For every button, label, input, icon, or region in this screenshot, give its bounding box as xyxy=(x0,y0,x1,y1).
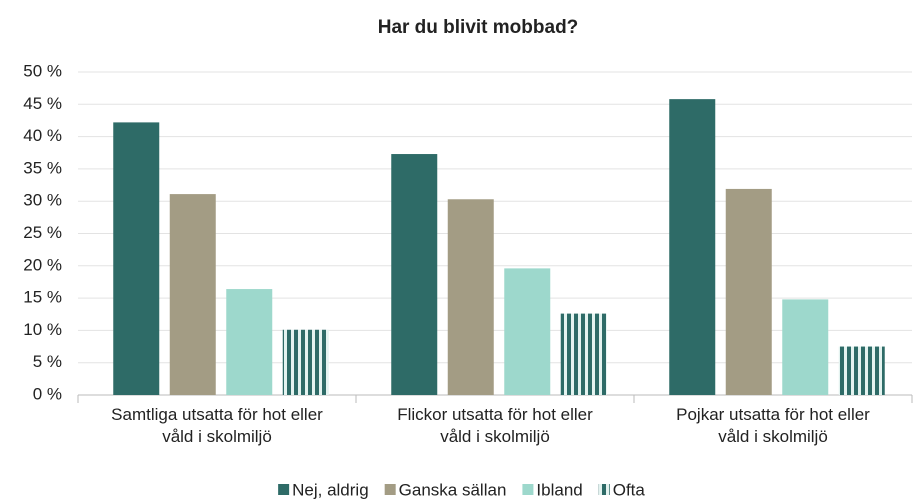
x-tick-label: Flickor utsatta för hot eller våld i sko… xyxy=(397,405,593,446)
legend-swatch xyxy=(522,484,534,495)
y-tick-label: 25 % xyxy=(23,223,62,242)
legend-label: Nej, aldrig xyxy=(292,480,369,499)
bar xyxy=(447,199,494,395)
bar xyxy=(391,154,438,395)
y-tick-label: 5 % xyxy=(33,352,62,371)
bar xyxy=(725,188,772,395)
bar xyxy=(113,122,160,395)
y-tick-label: 15 % xyxy=(23,288,62,307)
y-tick-label: 20 % xyxy=(23,255,62,274)
bar xyxy=(838,346,885,395)
bar xyxy=(226,289,273,395)
bar xyxy=(282,329,329,395)
legend-label: Ibland xyxy=(536,480,582,499)
bar xyxy=(169,194,216,395)
y-tick-label: 45 % xyxy=(23,94,62,113)
legend-label: Ofta xyxy=(613,480,646,499)
y-tick-label: 10 % xyxy=(23,320,62,339)
legend-swatch xyxy=(384,484,396,495)
legend-swatch xyxy=(598,484,610,495)
chart-title: Har du blivit mobbad? xyxy=(378,17,579,38)
bar xyxy=(504,268,551,395)
bar xyxy=(560,313,607,395)
y-tick-label: 35 % xyxy=(23,158,62,177)
y-tick-label: 50 % xyxy=(23,61,62,80)
x-tick-label: Pojkar utsatta för hot eller våld i skol… xyxy=(676,405,870,446)
legend-label: Ganska sällan xyxy=(399,480,507,499)
legend-swatch xyxy=(278,484,290,495)
bar xyxy=(782,299,829,395)
y-tick-label: 40 % xyxy=(23,126,62,145)
x-tick-label: Samtliga utsatta för hot eller våld i sk… xyxy=(111,405,323,446)
bar xyxy=(669,99,716,395)
y-tick-label: 30 % xyxy=(23,191,62,210)
y-tick-label: 0 % xyxy=(33,384,62,403)
